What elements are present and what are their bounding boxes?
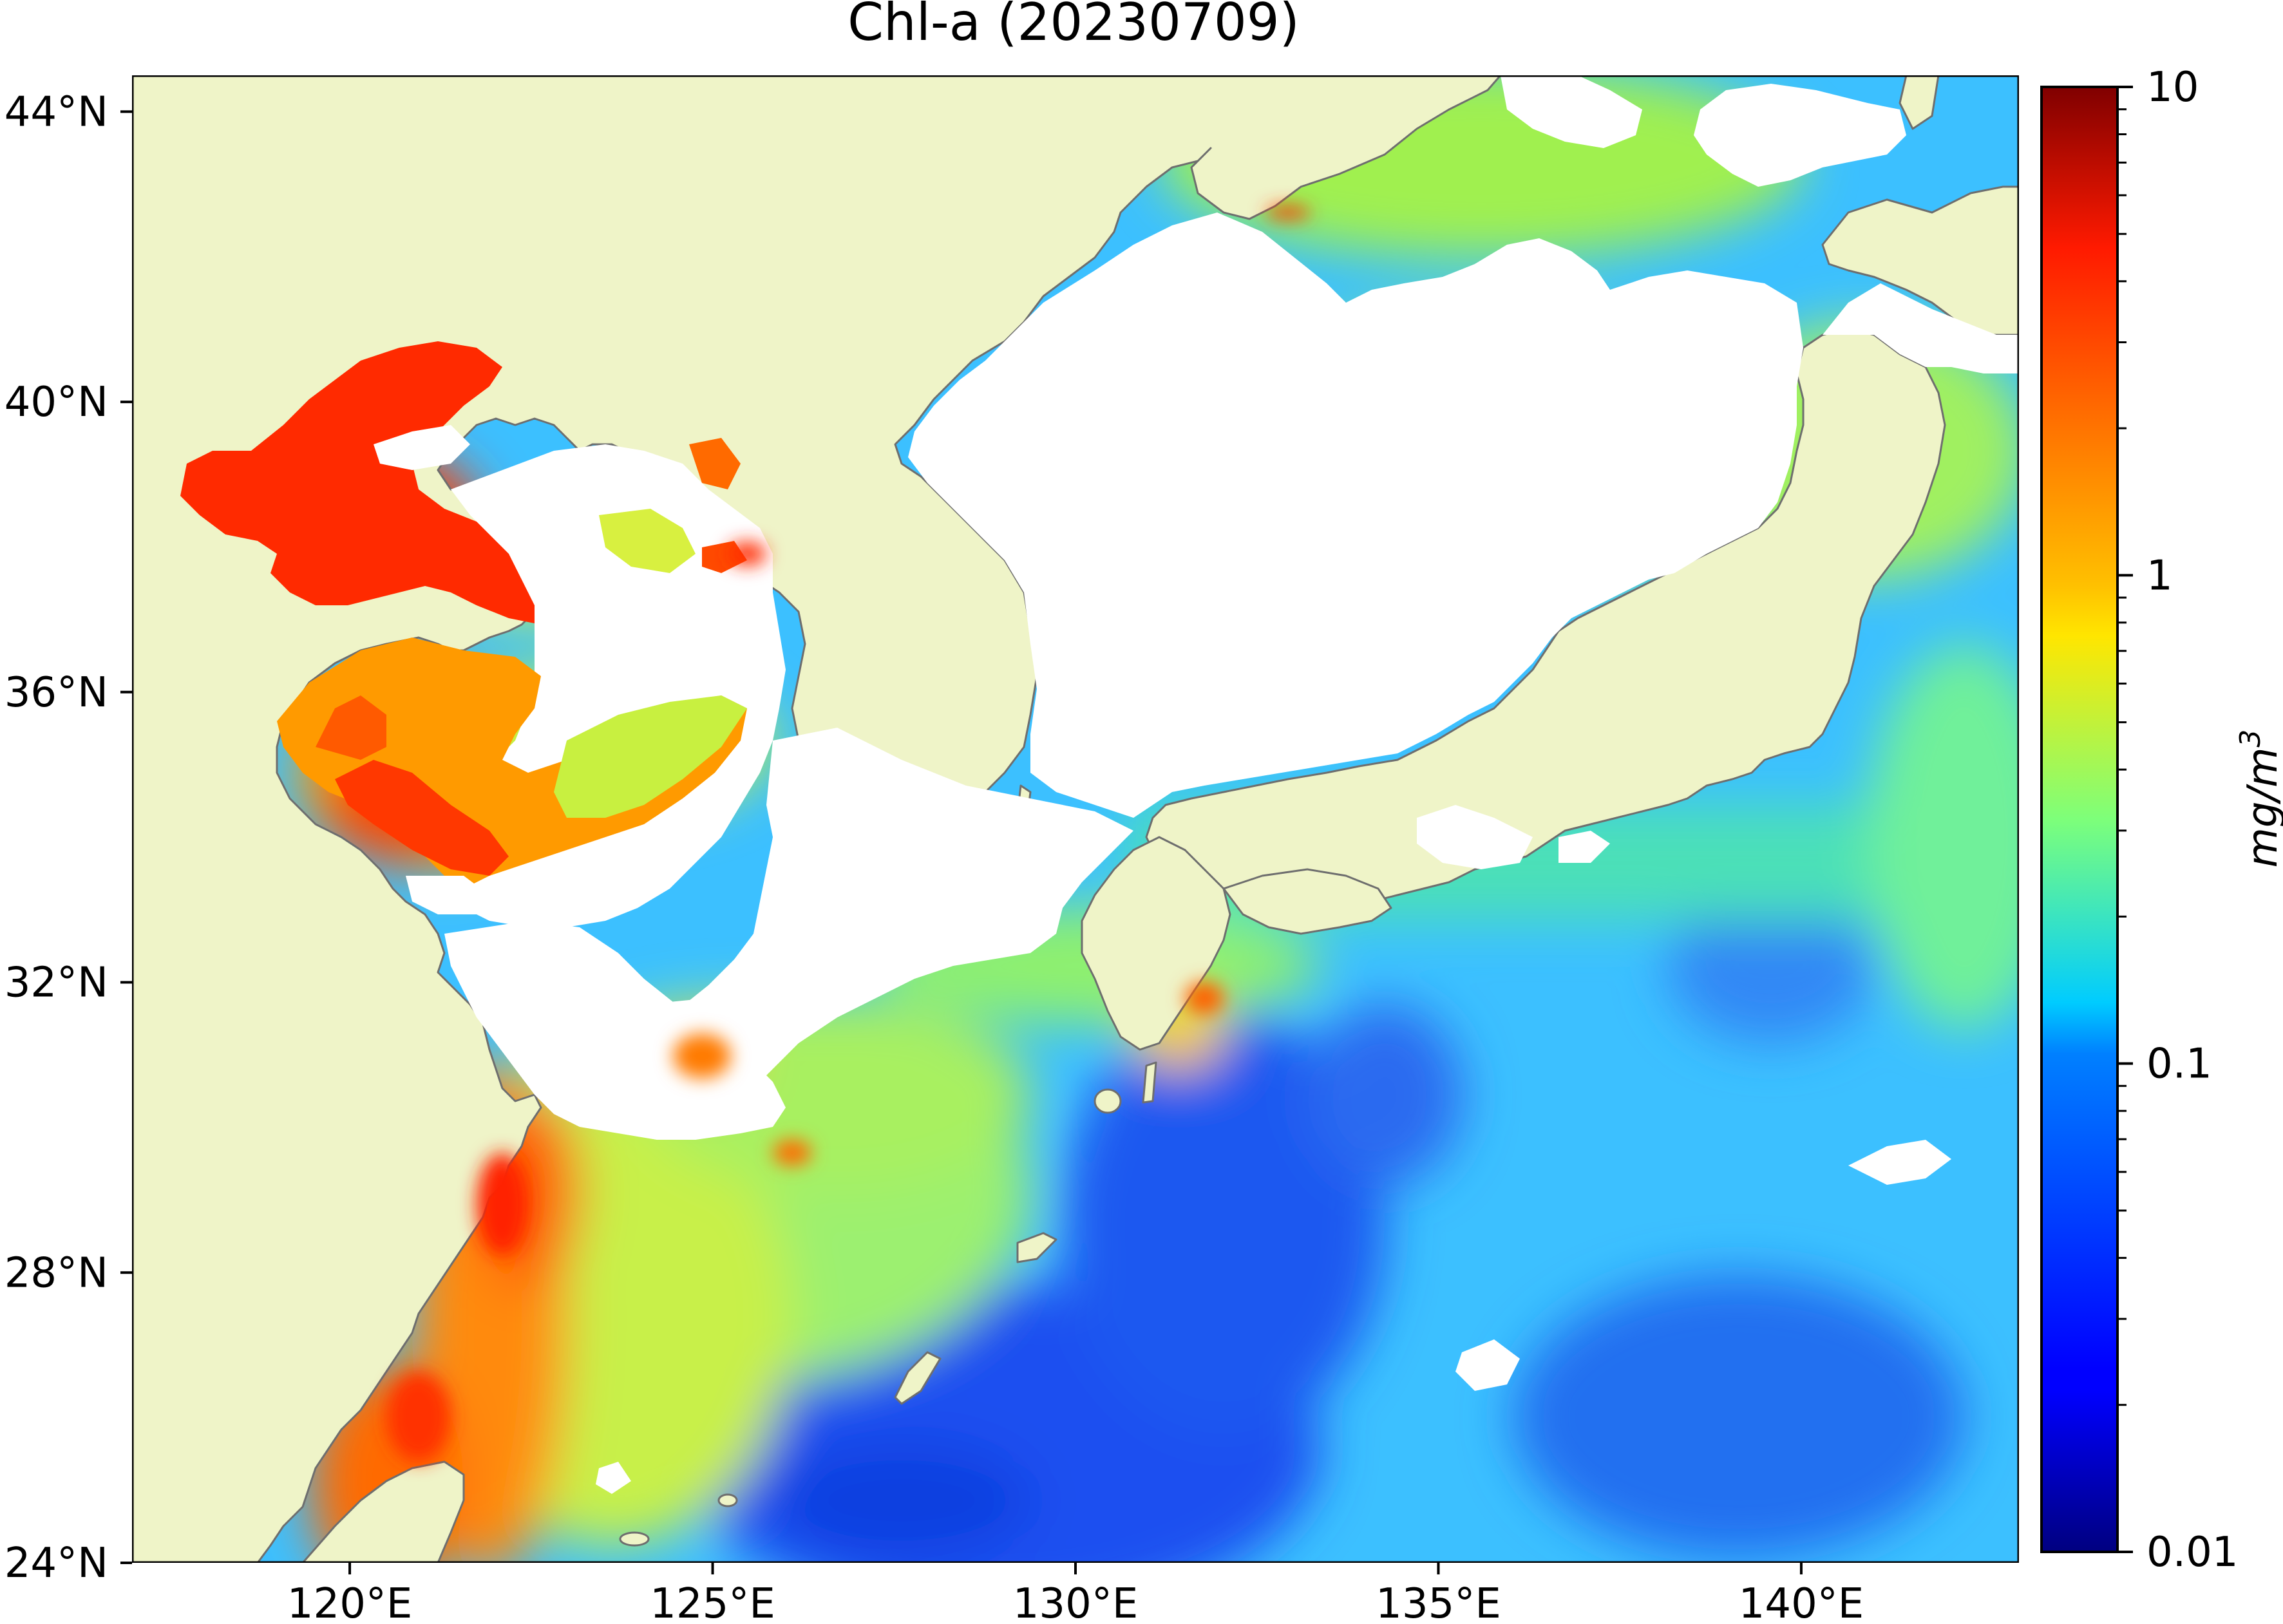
- japan-shikoku: [1222, 868, 1392, 935]
- colorbar-label: mg/m3: [2234, 730, 2283, 868]
- okinawa-island: [894, 1351, 942, 1405]
- lat-tick-label: 40°N: [5, 379, 108, 426]
- longitude-axis: 120°E 125°E 130°E 135°E 140°E: [287, 1563, 1864, 1624]
- lon-tick-label: 135°E: [1376, 1580, 1501, 1624]
- lat-tick-label: 36°N: [5, 669, 108, 717]
- japan-kyushu: [1081, 836, 1231, 1051]
- colorbar-tick-label: 10: [2146, 64, 2199, 111]
- yakushima: [1094, 1088, 1122, 1114]
- lon-tick-label: 140°E: [1739, 1580, 1864, 1624]
- miyako-island: [717, 1493, 738, 1507]
- colorbar-gradient: [2040, 86, 2119, 1553]
- lat-tick-label: 28°N: [5, 1249, 108, 1297]
- mainland-asia: [132, 75, 1502, 1563]
- map-area: [132, 75, 2019, 1563]
- lat-tick-label: 32°N: [5, 959, 108, 1007]
- lat-tick-label: 44°N: [5, 88, 108, 136]
- colorbar-tick-label: 0.1: [2146, 1041, 2212, 1088]
- sakhalin: [1899, 75, 1940, 130]
- colorbar-tick-label: 1: [2146, 552, 2173, 600]
- colorbar-ticks: 0.01 0.1 1 10: [2117, 64, 2239, 1576]
- latitude-axis: 24°N 28°N 32°N 36°N 40°N 44°N: [5, 88, 132, 1587]
- lon-tick-label: 130°E: [1013, 1580, 1139, 1624]
- ishigaki-island: [619, 1531, 650, 1547]
- colorbar-tick-label: 0.01: [2146, 1529, 2239, 1576]
- bohai-sea: [180, 341, 580, 631]
- colorbar: 0.01 0.1 1 10 mg/m3: [2040, 64, 2283, 1576]
- taiwan: [301, 1460, 465, 1563]
- no-data-clouds: [596, 75, 2019, 1494]
- lat-tick-label: 24°N: [5, 1540, 108, 1587]
- land-masses: [132, 75, 2019, 1563]
- tanegashima: [1142, 1061, 1157, 1104]
- coastal-highlights: [386, 206, 1311, 1462]
- map-title: Chl-a (20230709): [848, 0, 1300, 52]
- amami-island: [1016, 1232, 1057, 1263]
- inner-seas: [180, 341, 786, 1140]
- lon-tick-label: 125°E: [650, 1580, 775, 1624]
- lon-tick-label: 120°E: [287, 1580, 413, 1624]
- japan-honshu: [1145, 327, 1946, 919]
